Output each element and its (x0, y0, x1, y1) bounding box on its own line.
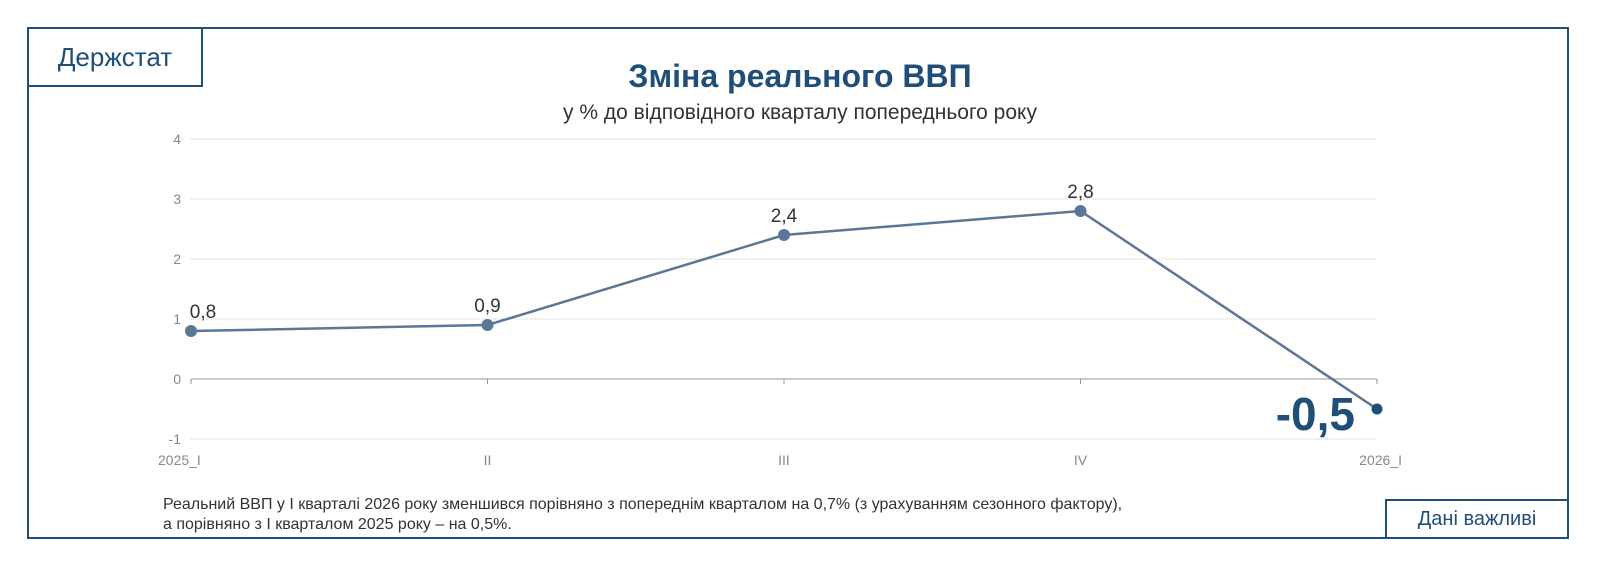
data-label: 0,8 (190, 302, 216, 323)
x-tick-label: 2025_I (158, 452, 201, 468)
data-point (185, 325, 197, 337)
data-label-highlight: -0,5 (1276, 388, 1355, 440)
important-data-button[interactable]: Дані важливі (1385, 499, 1569, 539)
footnote: Реальний ВВП у І кварталі 2026 року змен… (163, 495, 1363, 535)
x-tick-label: II (484, 452, 492, 468)
x-tick-label: IV (1074, 452, 1088, 468)
footnote-line-2: а порівняно з І кварталом 2025 року – на… (163, 516, 512, 533)
data-point (481, 319, 494, 331)
data-point (778, 229, 790, 241)
x-tick-label: 2026_I (1359, 452, 1402, 468)
data-point (1074, 205, 1087, 217)
data-label: 2,4 (771, 206, 798, 227)
y-tick-label: 3 (173, 191, 181, 207)
data-label: 2,8 (1067, 182, 1093, 203)
footnote-line-1: Реальний ВВП у І кварталі 2026 року змен… (163, 496, 1123, 513)
y-tick-label: 0 (173, 371, 181, 387)
y-tick-label: 1 (173, 311, 181, 327)
y-tick-label: 2 (173, 251, 181, 267)
important-data-label: Дані важливі (1417, 507, 1537, 530)
chart-title: Зміна реального ВВП (628, 58, 972, 94)
logo-text: Держстат (57, 41, 173, 72)
chart-subtitle: у % до відповідного кварталу попередньог… (563, 101, 1037, 124)
data-label: 0,9 (474, 296, 500, 317)
data-point (1371, 403, 1383, 415)
chart-frame (27, 27, 1569, 539)
x-tick-label: III (778, 452, 790, 468)
logo: Держстат (27, 27, 203, 87)
y-tick-label: -1 (169, 431, 182, 447)
y-tick-label: 4 (173, 131, 181, 147)
